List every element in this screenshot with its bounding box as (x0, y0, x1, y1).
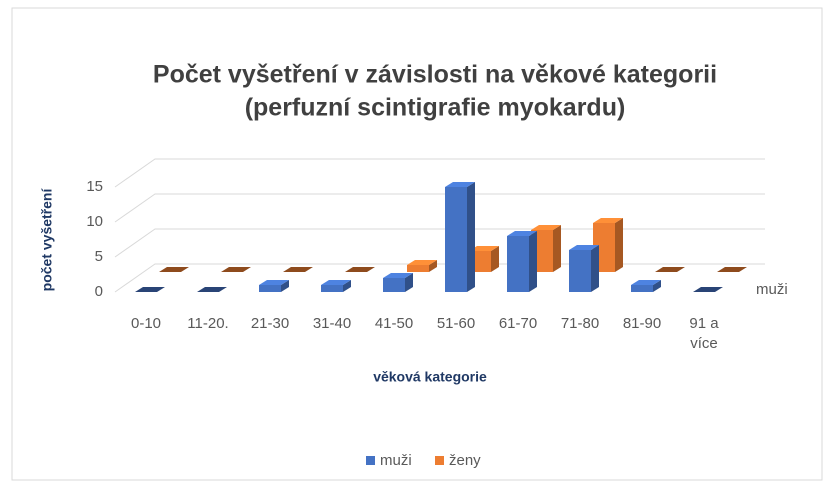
bar (631, 280, 661, 292)
bar (321, 280, 351, 292)
legend-label: ženy (449, 452, 481, 469)
bar (197, 287, 227, 292)
legend-swatch (435, 456, 444, 465)
bar-top (197, 287, 227, 292)
y-tick-label: 0 (95, 283, 103, 300)
bar-side (467, 182, 475, 292)
bar-top (507, 231, 537, 236)
grid-line (114, 158, 765, 188)
grid-line (114, 228, 765, 258)
bar (717, 267, 747, 272)
bar-side (529, 231, 537, 292)
y-axis-label: počet vyšetření (39, 188, 55, 292)
x-tick-label-box: 91 a více (689, 315, 719, 352)
x-tick-label-box: 11-20. (187, 315, 229, 332)
bar-side (343, 280, 351, 292)
x-tick-label: 41-50 (374, 315, 414, 332)
bar-top (469, 246, 499, 251)
bar-side (653, 280, 661, 292)
bar-top (531, 225, 561, 230)
bar-side (553, 225, 561, 272)
bar (507, 231, 537, 292)
bar (159, 267, 189, 272)
y-tick-label: 15 (86, 178, 103, 195)
depth-axis-label: muži (756, 281, 788, 298)
bar (345, 267, 375, 272)
x-tick-label-box: 51-60 (436, 315, 476, 332)
x-tick-label-box: 81-90 (622, 315, 662, 332)
x-tick-label-box: 61-70 (498, 315, 538, 332)
bar-side (491, 246, 499, 272)
bar-top (283, 267, 313, 272)
bar-front (383, 278, 405, 292)
bar-top (159, 267, 189, 272)
x-tick-label: 11-20. (187, 315, 229, 332)
x-tick-label-box: 71-80 (560, 315, 600, 332)
bar (283, 267, 313, 272)
bar-top (631, 280, 661, 285)
x-tick-label: 91 a více (689, 315, 719, 352)
bar (259, 280, 289, 292)
bar-front (507, 236, 529, 292)
y-tick-label: 5 (95, 248, 103, 265)
bar (693, 287, 723, 292)
bar (655, 267, 685, 272)
bar-top (221, 267, 251, 272)
bar-top (717, 267, 747, 272)
bar-side (281, 280, 289, 292)
legend-label: muži (380, 452, 412, 469)
bar (445, 182, 475, 292)
bar-top (445, 182, 475, 187)
bar-top (321, 280, 351, 285)
bar (135, 287, 165, 292)
bar-front (407, 265, 429, 272)
bar-side (591, 245, 599, 292)
x-axis-label: věková kategorie (373, 369, 487, 385)
chart-title: Počet vyšetření v závislosti na věkové k… (153, 61, 717, 89)
x-tick-label: 21-30 (250, 315, 290, 332)
bar (221, 267, 251, 272)
bar-top (135, 287, 165, 292)
x-tick-label-box: 31-40 (312, 315, 352, 332)
x-tick-label: 61-70 (498, 315, 538, 332)
x-tick-label: 51-60 (436, 315, 476, 332)
bar-top (569, 245, 599, 250)
chart-frame (11, 7, 823, 481)
bar-front (569, 250, 591, 292)
bar-side (615, 218, 623, 272)
bar-top (407, 260, 437, 265)
legend-swatch (366, 456, 375, 465)
bar-front (631, 285, 653, 292)
grid-line (114, 193, 765, 223)
x-tick-label: 0-10 (130, 315, 162, 332)
bar-front (445, 187, 467, 292)
bar-top (693, 287, 723, 292)
grid-line (114, 263, 765, 293)
bar (383, 273, 413, 292)
bar-top (259, 280, 289, 285)
y-tick-label: 10 (86, 213, 103, 230)
x-tick-label: 71-80 (560, 315, 600, 332)
bar-front (321, 285, 343, 292)
x-tick-label: 81-90 (622, 315, 662, 332)
bar (469, 246, 499, 272)
bar-side (429, 260, 437, 272)
bar-top (593, 218, 623, 223)
chart-subtitle: (perfuzní scintigrafie myokardu) (245, 94, 626, 122)
bar-top (655, 267, 685, 272)
bar-top (345, 267, 375, 272)
x-tick-label: 31-40 (312, 315, 352, 332)
x-tick-label-box: 0-10 (130, 315, 162, 332)
bar (569, 245, 599, 292)
bar-top (383, 273, 413, 278)
bar-front (259, 285, 281, 292)
bar-side (405, 273, 413, 292)
x-tick-label-box: 21-30 (250, 315, 290, 332)
bar (407, 260, 437, 272)
x-tick-label-box: 41-50 (374, 315, 414, 332)
